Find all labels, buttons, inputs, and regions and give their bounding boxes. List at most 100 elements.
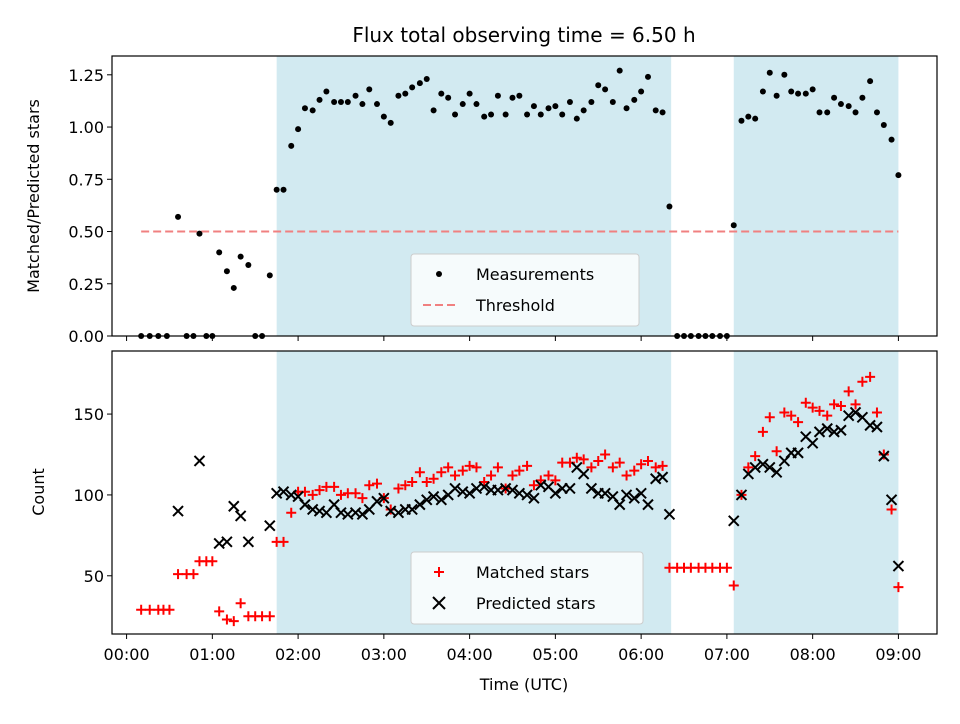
measurement-point [466,90,473,97]
matched-star-point [371,478,382,489]
predicted-star-point [242,536,255,548]
axes-frame [111,55,938,337]
y-tick-label: 100 [73,486,104,505]
measurement-point [409,84,416,91]
measurement-point [595,82,602,89]
bottom-panel-counts: 50 100 150 00:00 01:00 02:00 03:00 04:00 05:00 06… [73,350,938,664]
predicted-star-point [620,489,633,501]
matched-star-point [850,399,861,410]
matched-star-point [857,376,868,387]
measurement-point [196,230,203,237]
predicted-star-point [599,487,611,500]
legend-marker-dot [436,271,442,277]
legend-box [410,253,640,327]
measurement-point [588,98,595,105]
matched-star-point [144,604,155,615]
predicted-star-point [528,492,540,504]
matched-star-point [764,412,775,423]
measurement-point [438,90,445,97]
predicted-star-point [427,490,440,503]
predicted-star-point [435,494,448,506]
matched-star-point [743,462,754,473]
matched-star-point [650,462,661,473]
predicted-star-point [656,471,669,483]
matched-star-point [228,616,239,627]
matched-star-point [507,470,518,481]
matched-star-point [771,446,782,457]
predicted-star-point [356,508,369,521]
matched-star-point [814,405,825,416]
measurement-point [602,86,609,93]
predicted-star-point [821,422,833,435]
x-tick-label: 04:00 [447,645,493,664]
measurement-point [459,101,466,108]
measurement-point [759,88,766,95]
predicted-star-point [228,500,240,512]
measurement-point [516,92,523,99]
y-tick-label: 150 [73,405,104,424]
measurement-point [366,86,373,93]
x-tick-label: 08:00 [790,645,836,664]
matched-star-point [543,470,554,481]
y-tick-label: 0.75 [68,170,104,189]
predicted-star-point [878,450,890,462]
x-axis-label: Time (UTC) [479,675,568,694]
measurement-point [730,222,737,229]
measurement-point [273,186,280,193]
measurement-point [288,142,295,149]
y-tick-label: 50 [84,567,104,586]
predicted-star-point [806,437,819,449]
matched-star-point [636,459,647,470]
y-tick-label: 0.00 [68,327,104,346]
measurement-point [175,213,182,220]
predicted-star-point [663,508,676,521]
matched-star-point [721,562,732,573]
axes-frame [111,350,938,635]
predicted-star-point [234,510,247,522]
measurement-point [837,101,844,108]
matched-star-point [786,410,797,421]
matched-star-point [578,454,589,465]
predicted-star-point [828,426,840,438]
matched-star-point [307,489,318,500]
y-tick-label: 1.00 [68,118,104,137]
matched-star-point [207,556,218,567]
measurement-point [331,98,338,105]
matched-star-point [878,449,889,460]
matched-star-point [642,455,653,466]
matched-star-point [479,476,490,487]
predicted-star-point [642,498,654,511]
matched-star-point [173,569,184,580]
predicted-star-point [749,461,761,474]
matched-star-point [188,569,199,580]
predicted-star-point [478,481,490,493]
measurement-point [530,103,537,110]
predicted-star-point [499,482,512,495]
matched-star-point [492,462,503,473]
legend-label: Matched stars [476,563,589,582]
predicted-star-point [313,505,326,517]
predicted-star-point [349,507,362,519]
matched-star-point [893,582,904,593]
predicted-star-point [463,487,476,500]
matched-star-point [843,386,854,397]
observing-interval-shade [733,56,899,336]
measurement-point [430,107,437,114]
measurement-point [652,107,659,114]
measurement-point [766,69,773,76]
measurement-point [638,88,645,95]
matched-star-point [407,476,418,487]
matched-star-point [757,426,768,437]
measurement-point [867,78,874,85]
measurement-point [831,94,838,101]
predicted-star-point [757,458,769,470]
predicted-star-point [792,447,804,459]
matched-star-point [865,371,876,382]
measurement-point [316,96,323,103]
matched-star-point [629,465,640,476]
matched-star-point [593,455,604,466]
x-axis-label: Matched/Predicted stars [24,99,43,293]
measurement-point [537,111,544,118]
measurement-point [816,109,823,116]
measurement-point [773,92,780,99]
